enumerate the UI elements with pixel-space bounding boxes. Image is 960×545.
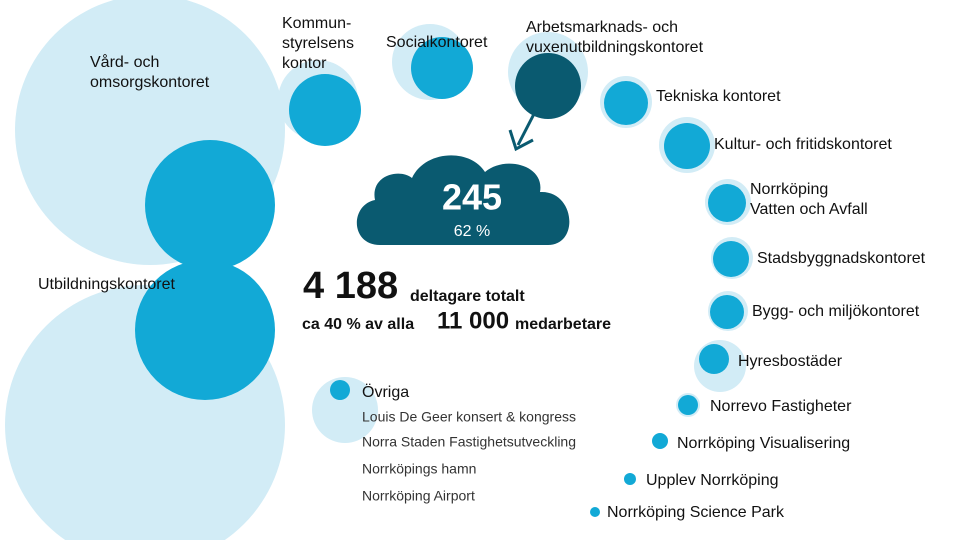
office-label: Vatten och Avfall (750, 201, 868, 218)
office-label: Upplev Norrköping (646, 472, 779, 489)
office-label: Socialkontoret (386, 34, 488, 51)
office-label: styrelsens (282, 35, 354, 52)
bubble (713, 241, 749, 277)
office-label: kontor (282, 55, 327, 72)
employees-label: medarbetare (515, 316, 611, 333)
office-label: Utbildningskontoret (38, 276, 176, 293)
prefix: ca 40 % av alla (302, 316, 414, 333)
bubble (699, 344, 729, 374)
cloud-value: 245 (442, 177, 502, 218)
office-label: Norrevo Fastigheter (710, 398, 852, 415)
office-label: Norrköping Science Park (607, 504, 785, 521)
others-item: Norrköpings hamn (362, 461, 476, 477)
office-label: Kommun- (282, 15, 351, 32)
others-title: Övriga (362, 383, 409, 401)
bubble (652, 433, 668, 449)
office-label: Vård- och (90, 53, 159, 71)
bubble (411, 37, 473, 99)
bubble (515, 53, 581, 119)
office-label: Hyresbostäder (738, 353, 843, 370)
office-label: Bygg- och miljökontoret (752, 303, 920, 320)
bubbles (5, 0, 753, 545)
arrow (508, 111, 537, 152)
bubble (330, 380, 350, 400)
bubble (678, 395, 698, 415)
office-label: Arbetsmarknads- och (526, 19, 678, 36)
others-item: Norra Staden Fastighetsutveckling (362, 434, 576, 450)
employees: 11 000 (437, 307, 509, 334)
others-item: Louis De Geer konsert & kongress (362, 409, 576, 425)
office-label: Kultur- och fritidskontoret (714, 136, 892, 153)
bubble (312, 377, 378, 443)
bubble (135, 260, 275, 400)
office-label: vuxenutbildningskontoret (526, 39, 704, 56)
participants: 4 188 (303, 265, 398, 307)
bubble (664, 123, 710, 169)
others-item: Norrköping Airport (362, 488, 475, 504)
bubble (710, 295, 744, 329)
bubble (624, 473, 636, 485)
office-label: Norrköping (750, 181, 828, 198)
cloud-share: 62 % (454, 223, 490, 240)
bubble (604, 81, 648, 125)
office-label: omsorgskontoret (90, 74, 210, 91)
bubble (708, 184, 746, 222)
bubble (590, 507, 600, 517)
office-label: Norrköping Visualisering (677, 435, 850, 452)
cloud (356, 155, 570, 245)
office-label: Tekniska kontoret (656, 88, 781, 105)
participants-label: deltagare totalt (410, 288, 525, 305)
bubble (145, 140, 275, 270)
bubble (289, 74, 361, 146)
office-label: Stadsbyggnadskontoret (757, 250, 926, 267)
